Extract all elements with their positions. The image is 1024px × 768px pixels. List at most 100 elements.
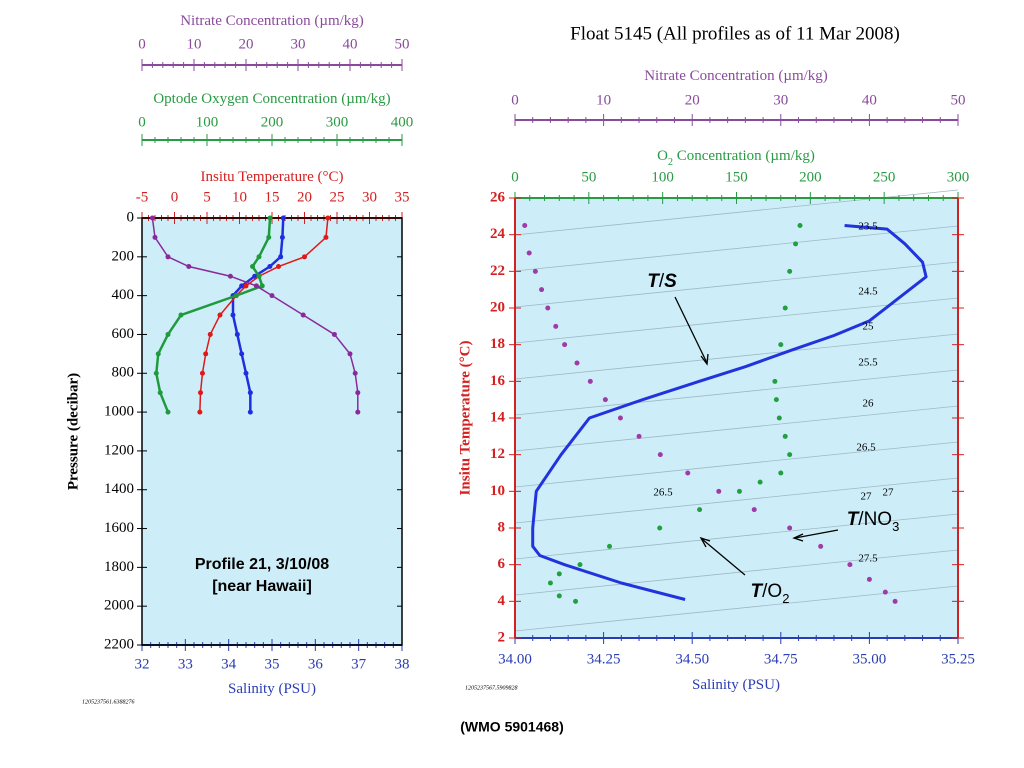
y-tick-label: 6	[498, 556, 506, 572]
axis-title-part: Nitrate Concentration (µm/kg)	[180, 13, 364, 29]
scatter-point	[577, 562, 583, 568]
profile-point	[267, 264, 273, 270]
scatter-point	[574, 360, 580, 366]
tick-label: -5	[136, 189, 149, 205]
tick-label: 34.75	[764, 651, 798, 667]
scatter-point	[751, 507, 757, 513]
y-tick-label: 14	[490, 409, 506, 425]
profile-point	[198, 390, 203, 396]
axis-title: Salinity (PSU)	[228, 681, 316, 697]
axis-title-part: Salinity (PSU)	[228, 681, 316, 697]
profile-point	[186, 264, 192, 270]
axis-title: Salinity (PSU)	[692, 677, 780, 693]
density-label: 25	[863, 321, 875, 333]
profile-point	[250, 264, 255, 270]
tick-label: 35	[265, 656, 280, 672]
scatter-point	[562, 342, 568, 348]
annotation: T/O2	[751, 581, 790, 606]
scatter-point	[782, 305, 788, 311]
y-tick-label: 2200	[104, 636, 134, 652]
y-tick-label: 1400	[104, 481, 134, 497]
annotation-part: T	[847, 509, 860, 530]
tick-label: 33	[178, 656, 193, 672]
density-label: 23.5	[858, 221, 878, 233]
scatter-point	[532, 268, 538, 274]
tick-label: 0	[138, 36, 146, 52]
axis-title-part: Nitrate Concentration (µm/kg)	[644, 68, 828, 84]
profile-point	[266, 234, 272, 240]
tick-label: 150	[725, 169, 748, 185]
density-label: 26	[863, 398, 875, 410]
density-contour	[514, 405, 959, 452]
annotation-part: /NO	[858, 509, 892, 530]
tick-label: 50	[951, 92, 966, 108]
tick-label: 38	[395, 656, 410, 672]
scatter-point	[553, 323, 559, 329]
profile-point	[276, 264, 281, 270]
density-contour	[514, 297, 959, 344]
density-contour	[514, 333, 959, 380]
profile-point	[325, 215, 331, 221]
profile-point	[239, 283, 245, 289]
tick-label: 300	[947, 169, 970, 185]
tick-label: 30	[291, 36, 306, 52]
scatter-point	[607, 543, 613, 549]
density-label: 27	[883, 487, 895, 499]
y-tick-label: 10	[490, 483, 505, 499]
annotation: T/S	[647, 271, 677, 292]
density-contour	[514, 261, 959, 308]
profile-point	[153, 370, 159, 376]
scatter-point	[892, 598, 898, 604]
axis-title: Insitu Temperature (°C)	[201, 169, 344, 185]
annotation-part: 2	[782, 591, 789, 606]
scatter-point	[545, 305, 551, 311]
scatter-point	[778, 342, 784, 348]
scatter-point	[556, 571, 562, 577]
axis-title: Nitrate Concentration (µm/kg)	[644, 68, 828, 84]
axis-title: O2 Concentration (µm/kg)	[657, 148, 815, 167]
tick-label: 0	[511, 169, 519, 185]
y-tick-label: 8	[498, 519, 506, 535]
profile-point	[234, 331, 240, 337]
scatter-point	[773, 397, 779, 403]
profile-point	[247, 390, 253, 396]
profile-point	[253, 283, 259, 289]
scatter-point	[787, 268, 793, 274]
scatter-point	[573, 598, 579, 604]
density-label: 24.5	[858, 286, 878, 298]
y-axis-title: Pressure (decibar)	[65, 373, 81, 490]
y-tick-label: 20	[490, 299, 505, 315]
scatter-point	[602, 397, 608, 403]
axis-title-part: 2	[668, 157, 673, 168]
profile-point	[256, 273, 262, 279]
profile-point	[269, 293, 275, 299]
scatter-point	[782, 433, 788, 439]
profile-point	[155, 351, 161, 357]
tick-label: 34.00	[498, 651, 532, 667]
ts-line	[531, 224, 928, 601]
tick-label: 32	[135, 656, 150, 672]
profile-point	[352, 370, 358, 376]
y-tick-label: 1600	[104, 520, 134, 536]
profile-point	[267, 215, 273, 221]
scatter-point	[522, 223, 528, 228]
annotation-part: 3	[892, 519, 899, 534]
tick-label: 25	[330, 189, 345, 205]
axis-title-part: O	[657, 148, 668, 164]
profile-point	[165, 409, 171, 415]
tick-label: 34.25	[587, 651, 621, 667]
y-axis-title: Insitu Temperature (°C)	[457, 341, 473, 496]
tick-label: 100	[196, 114, 219, 130]
y-tick-label: 4	[498, 593, 506, 609]
stamp: 1205237567.5909828	[465, 685, 518, 691]
y-tick-label: 2000	[104, 598, 134, 614]
tick-label: 300	[326, 114, 349, 130]
density-contour	[514, 441, 959, 488]
tick-label: 200	[799, 169, 822, 185]
tick-label: 35	[395, 189, 410, 205]
profile-point	[197, 409, 203, 415]
stamp: 1205237561.6388276	[82, 699, 135, 705]
tick-label: 20	[239, 36, 254, 52]
profile-point	[227, 273, 233, 279]
profile-point	[278, 254, 284, 260]
